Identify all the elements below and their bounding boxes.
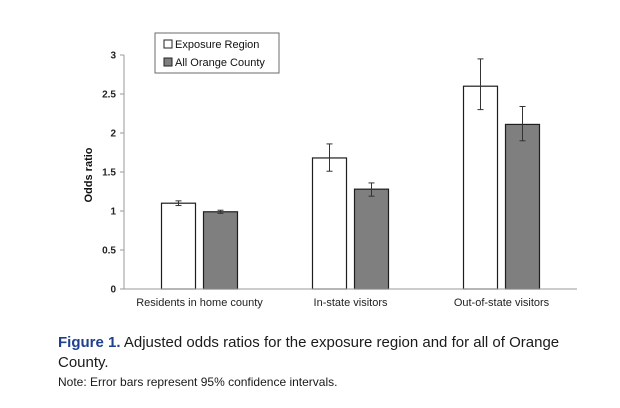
- bar-exposure-region: [462, 85, 499, 290]
- x-category-label: Out-of-state visitors: [454, 297, 550, 309]
- bar-exposure-region: [311, 157, 348, 290]
- figure-label: Figure 1.: [58, 334, 121, 351]
- y-tick-label: 2.5: [102, 90, 116, 101]
- legend-label-all-orange-county: All Orange County: [175, 57, 265, 69]
- legend-swatch-all-orange-county: [163, 57, 173, 67]
- figure-note: Note: Error bars represent 95% confidenc…: [58, 375, 338, 389]
- legend-box: [154, 32, 280, 74]
- bar-all-orange-county: [504, 123, 541, 290]
- bar-exposure-region: [160, 202, 197, 290]
- figure-caption: Figure 1. Adjusted odds ratios for the e…: [58, 333, 606, 373]
- x-category-label: In-state visitors: [314, 297, 388, 309]
- bar-all-orange-county: [353, 188, 390, 290]
- y-axis-label: Odds ratio: [83, 147, 95, 202]
- y-tick-label: 2: [110, 129, 116, 140]
- y-tick-label: 1.5: [102, 168, 116, 179]
- y-tick-label: 1: [110, 207, 116, 218]
- legend-label-exposure-region: Exposure Region: [175, 39, 259, 51]
- y-tick-label: 0: [110, 285, 116, 296]
- legend: Exposure Region All Orange County: [154, 32, 280, 74]
- bar-all-orange-county: [202, 211, 239, 290]
- y-axis: 0 0.5 1 1.5 2 2.5 3: [102, 51, 125, 296]
- odds-ratio-chart: 0 0.5 1 1.5 2 2.5 3 Residents in home county In…: [83, 32, 577, 309]
- x-category-label: Residents in home county: [136, 297, 263, 309]
- y-tick-label: 3: [110, 51, 116, 62]
- bars: [160, 58, 541, 290]
- x-axis: Residents in home county In-state visitor…: [124, 288, 577, 309]
- figure-caption-text: Adjusted odds ratios for the exposure re…: [58, 334, 560, 371]
- legend-swatch-exposure-region: [163, 39, 173, 49]
- y-tick-label: 0.5: [102, 246, 116, 257]
